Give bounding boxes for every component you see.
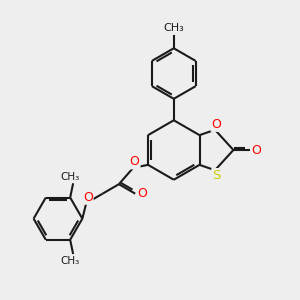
- Text: O: O: [251, 143, 261, 157]
- Text: O: O: [130, 155, 140, 168]
- Text: O: O: [137, 187, 147, 200]
- Text: S: S: [212, 169, 220, 182]
- Text: CH₃: CH₃: [61, 172, 80, 182]
- Text: O: O: [83, 191, 93, 204]
- Text: O: O: [212, 118, 221, 131]
- Text: CH₃: CH₃: [164, 23, 184, 33]
- Text: CH₃: CH₃: [61, 256, 80, 266]
